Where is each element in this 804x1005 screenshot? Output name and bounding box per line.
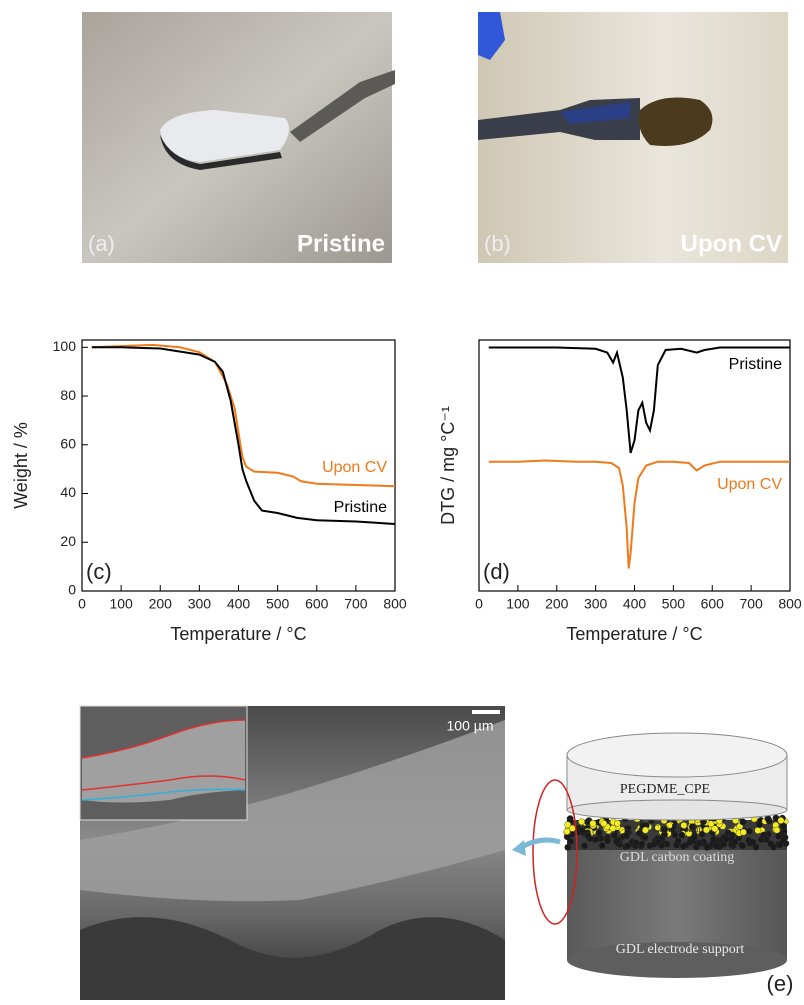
photo-caption: Pristine xyxy=(297,230,385,257)
y-tick-label: 20 xyxy=(60,533,76,549)
particle xyxy=(691,834,697,840)
particle xyxy=(604,837,610,843)
x-tick-label: 500 xyxy=(266,596,290,612)
particle xyxy=(775,833,781,839)
x-tick-label: 300 xyxy=(584,596,608,612)
x-tick-label: 400 xyxy=(623,596,647,612)
series-label: Upon CV xyxy=(717,476,782,493)
x-tick-label: 800 xyxy=(778,596,802,612)
x-axis-label: Temperature / °C xyxy=(170,624,306,644)
layer-label: GDL electrode support xyxy=(616,942,745,957)
particle xyxy=(740,819,746,825)
x-tick-label: 700 xyxy=(344,596,368,612)
particle xyxy=(755,827,761,833)
x-tick-label: 600 xyxy=(305,596,329,612)
particle xyxy=(778,817,784,823)
cell-diagram: PEGDME_CPE Cathode film GDL carbon coati… xyxy=(512,733,793,996)
particle xyxy=(633,840,639,846)
x-tick-label: 200 xyxy=(149,596,173,612)
panel-label: (d) xyxy=(483,559,510,584)
x-tick-label: 400 xyxy=(227,596,251,612)
x-tick-label: 600 xyxy=(701,596,725,612)
particle xyxy=(763,836,769,842)
particle xyxy=(611,832,617,838)
particle xyxy=(579,827,585,833)
scale-bar-label: 100 µm xyxy=(447,718,494,734)
plot-frame xyxy=(479,340,790,591)
particle xyxy=(740,843,746,849)
particle xyxy=(623,833,629,839)
particle xyxy=(780,838,786,844)
particle xyxy=(766,818,772,824)
photo-caption: Upon CV xyxy=(681,230,782,257)
figure: (a) Pristine (b) Upon CV 100 µm xyxy=(0,0,804,1000)
particle xyxy=(581,843,587,849)
particle xyxy=(565,844,571,850)
particle xyxy=(723,836,729,842)
photo-a: (a) Pristine xyxy=(82,12,395,263)
series-label: Upon CV xyxy=(322,459,387,476)
particle xyxy=(675,838,681,844)
x-tick-label: 800 xyxy=(383,596,407,612)
panel-label: (e) xyxy=(767,971,794,996)
layer-label: Cathode film xyxy=(653,824,700,834)
x-tick-label: 500 xyxy=(662,596,686,612)
panel-label: (b) xyxy=(484,231,511,256)
photo-b: (b) Upon CV xyxy=(478,12,788,263)
series-label: Pristine xyxy=(729,356,782,373)
x-tick-label: 100 xyxy=(506,596,530,612)
y-tick-label: 80 xyxy=(60,387,76,403)
particle xyxy=(610,825,616,831)
particle xyxy=(710,836,716,842)
particle xyxy=(624,843,630,849)
particle xyxy=(713,843,719,849)
particle xyxy=(680,843,686,849)
y-tick-label: 40 xyxy=(60,484,76,500)
particle xyxy=(567,838,573,844)
y-axis-label: DTG / mg °C⁻¹ xyxy=(438,406,458,525)
particle xyxy=(732,839,738,845)
x-tick-label: 0 xyxy=(78,596,86,612)
x-tick-label: 0 xyxy=(475,596,483,612)
y-tick-label: 100 xyxy=(53,338,77,354)
x-tick-label: 300 xyxy=(188,596,212,612)
x-axis-label: Temperature / °C xyxy=(566,624,702,644)
series-label: Pristine xyxy=(334,499,387,516)
data-line xyxy=(92,347,395,524)
particle xyxy=(750,839,756,845)
particle xyxy=(593,836,599,842)
layer-label: GDL carbon coating xyxy=(620,850,735,865)
particle xyxy=(655,839,661,845)
particle xyxy=(703,827,709,833)
particle xyxy=(639,841,645,847)
y-axis-label: Weight / % xyxy=(11,422,31,509)
particle xyxy=(601,820,607,826)
particle xyxy=(599,842,605,848)
x-tick-label: 100 xyxy=(109,596,133,612)
particle xyxy=(613,838,619,844)
particle xyxy=(585,832,591,838)
particle xyxy=(642,835,648,841)
y-tick-label: 0 xyxy=(68,582,76,598)
particle xyxy=(740,829,746,835)
panel-label: (c) xyxy=(86,559,112,584)
particle xyxy=(590,820,596,826)
y-tick-label: 60 xyxy=(60,435,76,451)
particle xyxy=(614,820,620,826)
particle xyxy=(774,827,780,833)
particle xyxy=(642,827,648,833)
layer-label: PEGDME_CPE xyxy=(620,782,710,797)
particle xyxy=(578,819,584,825)
particle xyxy=(696,840,702,846)
x-tick-label: 200 xyxy=(545,596,569,612)
particle xyxy=(746,828,752,834)
panel-label: (a) xyxy=(88,231,115,256)
sem-image: 100 µm xyxy=(80,706,505,1000)
particle xyxy=(569,825,575,831)
particle xyxy=(636,830,642,836)
particle xyxy=(756,821,762,827)
x-tick-label: 700 xyxy=(739,596,763,612)
